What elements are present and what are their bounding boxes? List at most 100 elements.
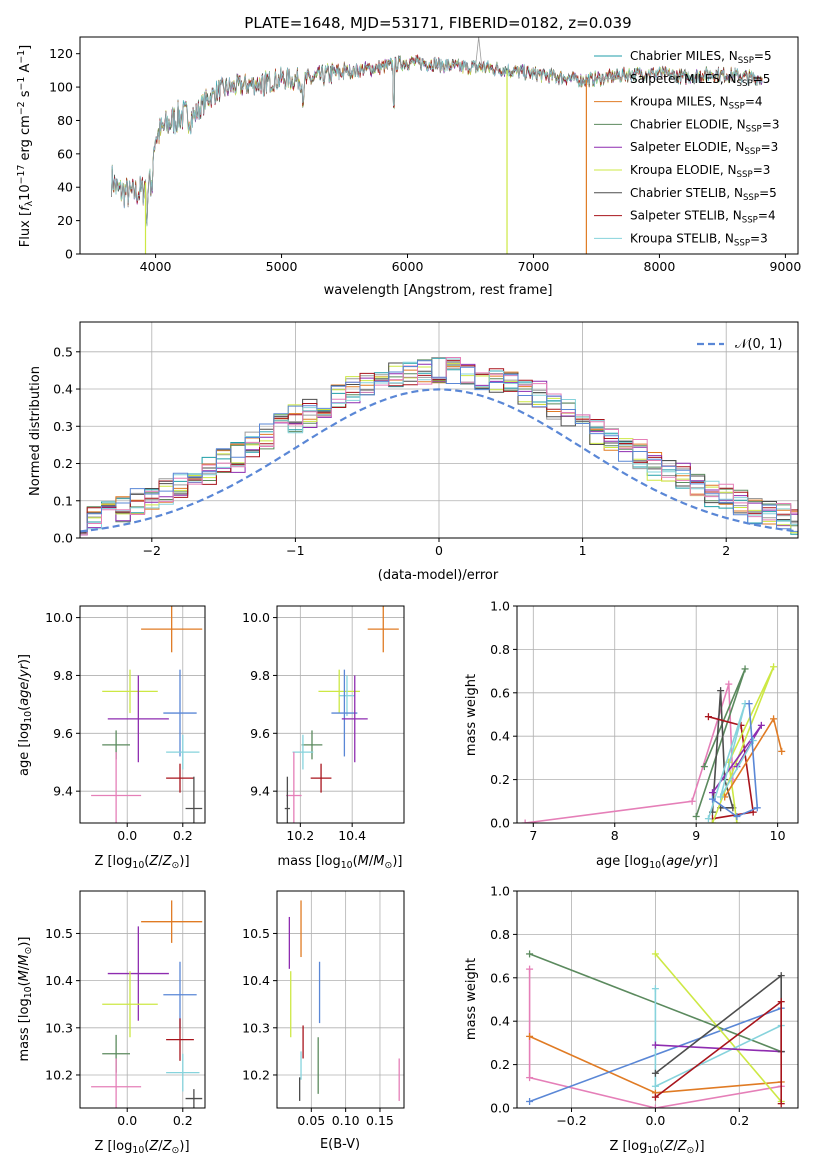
mass-weight-line [711,666,775,823]
legend-label: Salpeter ELODIE, NSSP=3 [630,140,778,157]
legend-label: Kroupa ELODIE, NSSP=3 [630,163,770,180]
legend-label: Kroupa STELIB, NSSP=3 [630,231,768,248]
y-tick-label: 10.3 [242,1020,270,1035]
spectrum-line [111,56,763,227]
axes-frame [516,890,799,1109]
residual-histogram [80,360,798,533]
x-axis-label: Z [log10(Z/Z⊙)] [94,1139,189,1156]
y-tick-label: 0.0 [490,1101,510,1116]
axes-frame [79,605,206,824]
y-tick-label: 10.4 [45,973,73,988]
plot-area [80,891,205,1108]
axes-frame [276,605,405,824]
y-tick-label: 0.3 [53,419,73,434]
legend-label: Chabrier MILES, NSSP=5 [630,49,772,66]
legend-label: Chabrier ELODIE, NSSP=3 [630,117,779,134]
panel-mass-weight-vs-age: 7 8 9 10 0.0 0.2 0.4 0.6 0.8 1.0 age [log10(age/yr… [464,599,799,871]
y-axis-label: age [log10(age/yr)] [17,654,34,776]
axes-frame [79,890,206,1109]
y-tick-label: 40 [57,180,73,195]
y-tick-label: 0.8 [490,927,510,942]
figure-title: PLATE=1648, MJD=53171, FIBERID=0182, z=0… [244,14,631,32]
x-tick-label: 2 [722,543,730,558]
y-tick-label: 10.3 [45,1020,73,1035]
legend-label: Chabrier STELIB, NSSP=5 [630,186,777,203]
normal-curve [80,388,798,533]
y-tick-label: 10.2 [45,1067,73,1082]
plot-marks [526,950,785,1108]
y-axis-label: Flux [fλ10−17 erg cm−2 s−1 A−1] [16,45,35,247]
y-tick-label: 1.0 [490,884,510,899]
x-axis-label: age [log10(age/yr)] [596,854,718,871]
panel-age-vs-mass: 10.2 10.4 9.4 9.6 9.8 10.0 mass [log10(M/M⊙)] [242,605,405,871]
y-tick-label: 0.8 [490,642,510,657]
residual-histogram [80,359,798,534]
plot-marks [111,37,763,254]
x-tick-label: 1 [579,543,587,558]
panel-mass-vs-EBV: 0.05 0.10 0.15 10.2 10.3 10.4 10.5 E(B-V) [242,890,405,1152]
x-tick-label: 8000 [644,259,676,274]
x-tick-label: 8 [611,828,619,843]
x-tick-label: 0.0 [117,1113,137,1128]
mass-weight-line [524,683,734,823]
y-tick-label: 60 [57,146,73,161]
x-tick-label: −2 [143,543,161,558]
y-tick-label: 10.0 [45,610,73,625]
x-tick-label: 0.2 [729,1113,749,1128]
panel-mass-weight-vs-Z: −0.2 0.0 0.2 0.0 0.2 0.4 0.6 0.8 1.0 Z [log10(Z/Z… [464,884,799,1156]
x-axis-label: Z [log10(Z/Z⊙)] [609,1139,704,1156]
legend-label: 𝒩(0, 1) [735,337,782,352]
y-tick-label: 9.6 [53,726,73,741]
x-tick-label: 9 [692,828,700,843]
plot-marks [521,663,786,823]
y-tick-label: 0.2 [53,456,73,471]
x-tick-label: 0.10 [332,1113,360,1128]
mass-weight-line [655,1044,782,1053]
x-tick-label: 0 [435,543,443,558]
x-tick-label: 4000 [140,259,172,274]
x-tick-label: 10.2 [286,828,314,843]
y-axis-label: mass weight [464,958,479,1040]
y-tick-label: 0.1 [53,493,73,508]
x-tick-label: 0.0 [117,828,137,843]
y-tick-label: 9.8 [250,668,270,683]
mass-weight-line [654,953,782,1103]
x-tick-label: 5000 [266,259,298,274]
y-tick-label: 0 [65,247,73,262]
y-tick-label: 9.8 [53,668,73,683]
residual-histogram [80,366,798,534]
x-tick-label: 10 [770,828,786,843]
y-tick-label: 20 [57,213,73,228]
x-tick-label: −0.2 [556,1113,586,1128]
y-tick-label: 0.0 [53,531,73,546]
y-tick-label: 10.5 [242,926,270,941]
panel-age-vs-Z: 0.0 0.2 9.4 9.6 9.8 10.0 Z [log10(Z/Z⊙)] age [l… [17,605,206,871]
y-tick-label: 10.0 [242,610,270,625]
y-tick-label: 120 [49,46,73,61]
x-axis-label: mass [log10(M/M⊙)] [278,854,403,871]
residual-histogram [80,357,798,534]
y-tick-label: 100 [49,80,73,95]
y-tick-label: 9.4 [250,784,270,799]
panel-residuals: −2 −1 0 1 2 0.0 0.1 0.2 0.3 0.4 0.5 (data-model)/er… [28,321,799,583]
y-tick-label: 0.4 [490,729,510,744]
y-tick-label: 0.2 [490,1057,510,1072]
y-tick-label: 10.4 [242,973,270,988]
plot-marks [91,900,203,1108]
legend-label: Kroupa MILES, NSSP=4 [630,95,763,112]
axes-frame [516,605,799,824]
plot-marks [284,606,399,823]
y-tick-label: 0.4 [53,382,73,397]
x-tick-label: 0.05 [297,1113,325,1128]
plot-marks [91,606,203,823]
x-tick-label: 7000 [518,259,550,274]
plot-area [517,891,798,1108]
mass-weight-line [528,969,782,1108]
axes-frame [79,36,799,255]
y-tick-label: 0.6 [490,970,510,985]
plot-area [80,37,798,254]
residual-histogram [80,358,798,535]
plot-marks [288,900,400,1101]
x-tick-label: 0.2 [173,828,193,843]
